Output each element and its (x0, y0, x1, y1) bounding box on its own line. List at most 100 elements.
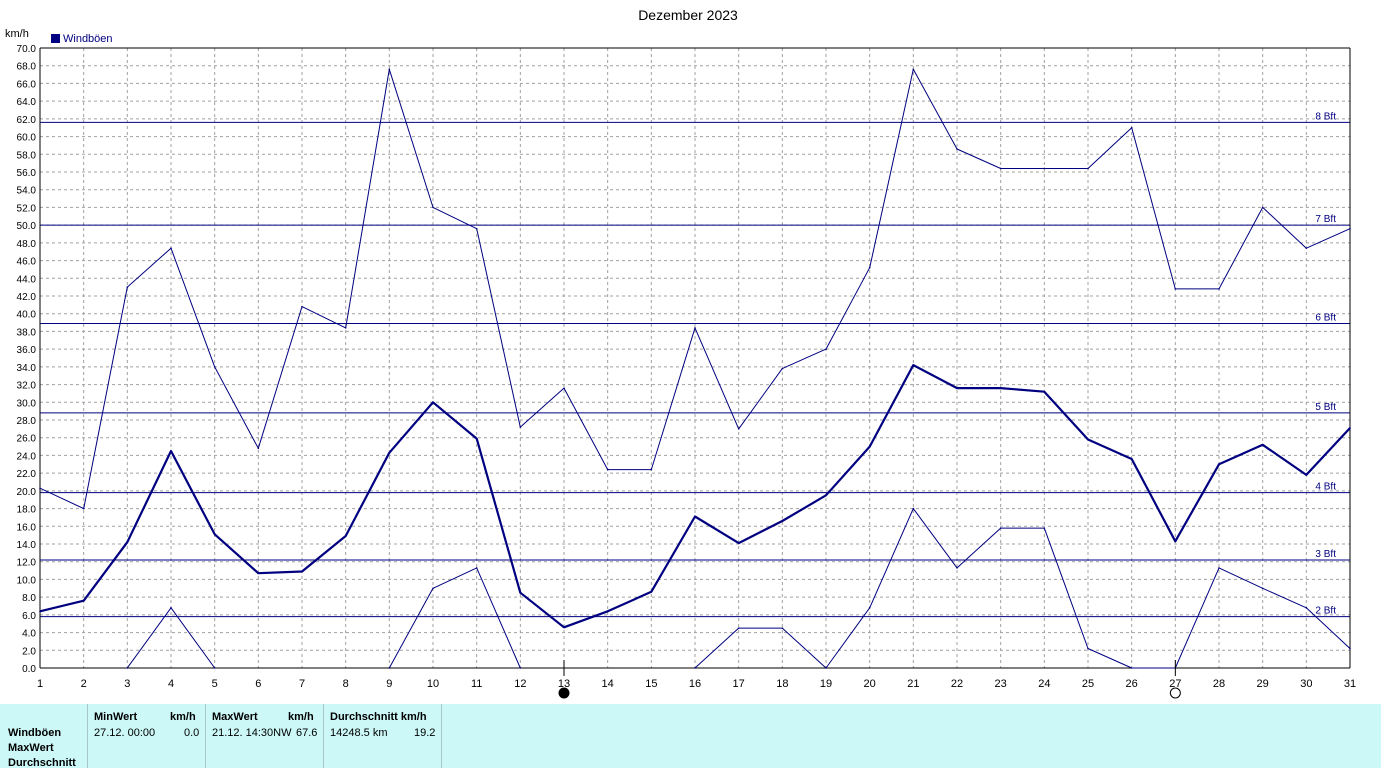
beaufort-label: 8 Bft (1315, 111, 1336, 122)
data-point-min (1087, 647, 1089, 650)
data-point-min (1305, 606, 1308, 609)
legend-swatch (51, 34, 60, 43)
data-point-min (388, 667, 391, 669)
data-point-max (1043, 167, 1046, 170)
data-point-avg (82, 599, 85, 602)
data-point-avg (1087, 438, 1089, 441)
data-point-min (825, 667, 827, 669)
data-point-avg (388, 451, 391, 454)
data-point-min (912, 507, 915, 510)
x-tick-label: 25 (1082, 678, 1094, 690)
y-tick-label: 8.0 (22, 593, 36, 604)
data-point-avg (39, 610, 41, 613)
y-tick-label: 52.0 (17, 203, 37, 214)
y-tick-label: 66.0 (17, 79, 37, 90)
data-point-avg (1305, 474, 1308, 476)
x-tick-label: 14 (602, 678, 614, 690)
x-tick-label: 8 (343, 678, 349, 690)
y-tick-label: 12.0 (17, 558, 37, 569)
data-point-max (999, 167, 1002, 170)
data-point-avg (301, 570, 303, 573)
data-point-avg (213, 533, 216, 536)
min-value: 0.0 (184, 727, 200, 739)
y-tick-label: 26.0 (17, 434, 37, 445)
data-point-avg (475, 437, 478, 440)
data-point-avg (956, 387, 958, 389)
data-point-avg (257, 572, 260, 575)
data-point-min (1261, 587, 1264, 590)
data-point-max (563, 387, 565, 389)
stats-separator (441, 704, 442, 768)
data-point-min (868, 606, 871, 609)
stats-row-label-2: MaxWert (8, 742, 54, 754)
plot-area: 2 Bft 3 Bft 4 Bft 5 Bft 6 Bft 7 Bft 8 Bft 0.0 2.… (17, 44, 1356, 699)
beaufort-label: 6 Bft (1315, 312, 1336, 323)
y-tick-label: 34.0 (17, 363, 37, 374)
data-point-max (781, 367, 784, 370)
data-point-min (1349, 647, 1351, 650)
x-tick-label: 29 (1257, 678, 1269, 690)
data-point-avg (650, 591, 653, 593)
min-unit: km/h (170, 711, 196, 723)
y-tick-label: 4.0 (22, 629, 36, 640)
max-unit: km/h (288, 711, 314, 723)
x-tick-label: 16 (689, 678, 701, 690)
data-point-max (1130, 126, 1133, 129)
min-header: MinWert (94, 711, 138, 723)
x-tick-label: 28 (1213, 678, 1225, 690)
x-tick-label: 1 (37, 678, 43, 690)
max-header: MaxWert (212, 711, 258, 723)
data-point-avg (126, 541, 129, 544)
data-point-max (257, 447, 260, 450)
data-point-avg (825, 494, 827, 497)
data-point-avg (1349, 427, 1351, 429)
y-tick-label: 40.0 (17, 310, 37, 321)
stats-separator (205, 704, 206, 768)
x-tick-label: 6 (255, 678, 261, 690)
x-tick-label: 9 (386, 678, 392, 690)
x-tick-label: 5 (212, 678, 218, 690)
x-tick-label: 2 (81, 678, 87, 690)
data-point-max (1261, 206, 1264, 209)
y-tick-label: 20.0 (17, 487, 37, 498)
x-tick-label: 22 (951, 678, 963, 690)
max-when: 21.12. 14:30NW (212, 727, 292, 739)
avg-header: Durchschnitt km/h (330, 711, 427, 723)
data-point-max (737, 428, 740, 430)
stats-row-label-3: Durchschnitt (8, 757, 76, 768)
data-point-avg (868, 445, 871, 448)
x-tick-label: 30 (1300, 678, 1312, 690)
x-tick-label: 20 (864, 678, 876, 690)
data-point-max (606, 468, 609, 471)
data-point-max (432, 206, 434, 209)
x-tick-label: 23 (995, 678, 1007, 690)
data-point-min (781, 627, 784, 629)
series-line-min (694, 508, 1351, 669)
data-point-avg (519, 591, 522, 594)
stats-row-label-1: Windböen (8, 727, 62, 739)
data-point-avg (606, 610, 609, 613)
data-point-max (170, 247, 172, 249)
data-point-avg (170, 450, 172, 452)
data-point-max (1174, 288, 1177, 290)
y-tick-label: 54.0 (17, 186, 37, 197)
x-tick-label: 10 (427, 678, 439, 690)
y-tick-label: 46.0 (17, 257, 37, 268)
data-point-max (344, 327, 347, 329)
y-tick-label: 60.0 (17, 133, 37, 144)
data-point-avg (1174, 540, 1177, 543)
beaufort-label: 2 Bft (1315, 606, 1336, 617)
data-point-avg (1218, 463, 1220, 466)
max-value: 67.6 (296, 727, 318, 739)
y-tick-label: 48.0 (17, 239, 37, 250)
data-point-min (999, 527, 1002, 529)
y-tick-label: 58.0 (17, 150, 37, 161)
x-tick-label: 18 (776, 678, 788, 690)
data-point-avg (912, 364, 915, 366)
legend-label: Windböen (63, 33, 113, 45)
series-line-min (388, 567, 521, 669)
y-tick-label: 42.0 (17, 292, 37, 303)
data-point-min (475, 567, 478, 569)
new-moon-icon (558, 687, 570, 699)
data-point-avg (1043, 390, 1046, 393)
